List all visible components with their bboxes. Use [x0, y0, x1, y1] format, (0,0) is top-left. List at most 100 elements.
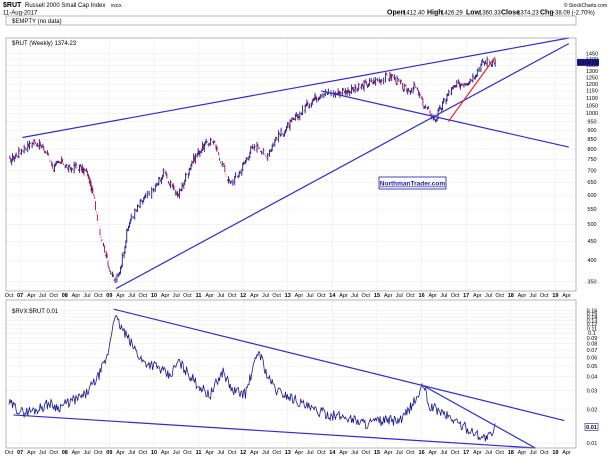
x-tick-label: Oct	[317, 450, 326, 456]
x-tick-label: Apr	[473, 293, 482, 299]
change-label: Chg	[540, 10, 554, 17]
y-tick-label: 0.05	[587, 364, 598, 370]
y-tick-label: 450	[587, 239, 596, 245]
open-value: 1412.40	[403, 11, 425, 17]
x-tick-label: Apr	[428, 293, 437, 299]
x-tick-label: Oct	[317, 293, 326, 299]
lower-last-value: 0.01	[586, 425, 597, 431]
x-tick-label: Oct	[406, 450, 415, 456]
red-trendline	[447, 56, 496, 122]
x-tick-label: Jul	[530, 450, 537, 456]
main-price-plot	[9, 37, 570, 290]
x-tick-label: Jul	[396, 450, 403, 456]
x-tick-label: Jul	[262, 450, 269, 456]
trendline	[115, 43, 570, 290]
x-tick-label: 07	[17, 450, 23, 456]
x-tick-label: Jul	[84, 293, 91, 299]
y-tick-label: 0.15	[587, 312, 598, 318]
y-tick-label: 1000	[586, 111, 598, 117]
x-tick-label: Jul	[128, 450, 135, 456]
x-tick-label: 16	[419, 293, 425, 299]
x-tick-label: Oct	[94, 450, 103, 456]
x-tick-label: Oct	[139, 293, 148, 299]
source-credit: © StockCharts.com	[564, 2, 607, 9]
low-label: Low	[466, 10, 481, 17]
x-tick-label: Apr	[473, 450, 482, 456]
main-y-axis: 1450140013501300125012001150110010501000…	[586, 52, 598, 286]
x-axis-bottom: Oct 07 Apr Jul Oct 08 Apr Jul Oct 09 Apr Jul Oct 10 Ap…	[5, 450, 571, 456]
low-value: 1360.33	[479, 11, 501, 17]
x-tick-label: Apr	[562, 293, 571, 299]
x-tick-label: 18	[508, 293, 514, 299]
x-tick-label: Jul	[173, 450, 180, 456]
y-tick-label: 0.07	[587, 348, 598, 354]
y-tick-label: 950	[587, 119, 596, 125]
x-tick-label: Oct	[451, 293, 460, 299]
x-tick-label: Jul	[440, 450, 447, 456]
x-tick-label: Oct	[406, 293, 415, 299]
x-tick-label: 09	[106, 293, 112, 299]
x-tick-label: Apr	[339, 450, 348, 456]
x-tick-label: Jul	[39, 293, 46, 299]
x-tick-label: Oct	[49, 293, 58, 299]
x-tick-label: Apr	[339, 293, 348, 299]
lower-panel-frame	[5, 299, 577, 449]
x-tick-label: 17	[463, 293, 469, 299]
x-tick-label: Apr	[384, 450, 393, 456]
y-tick-label: 0.06	[587, 355, 598, 361]
x-tick-label: Oct	[540, 293, 549, 299]
y-tick-label: 800	[587, 147, 596, 153]
x-tick-label: 09	[106, 450, 112, 456]
x-tick-label: 12	[240, 450, 246, 456]
y-tick-label: 500	[587, 222, 596, 228]
x-tick-label: Apr	[428, 450, 437, 456]
x-tick-label: Apr	[27, 293, 36, 299]
high-value: 1426.29	[441, 11, 463, 17]
x-tick-label: 17	[463, 450, 469, 456]
x-tick-label: Jul	[39, 450, 46, 456]
y-tick-label: 0.11	[587, 326, 597, 332]
x-tick-label: 16	[419, 450, 425, 456]
x-tick-label: Apr	[295, 293, 304, 299]
lower-panel-legend: $RVX:$RUT 0.01	[12, 309, 59, 315]
x-tick-label: Apr	[518, 450, 527, 456]
x-tick-label: Apr	[116, 293, 125, 299]
y-tick-label: 650	[587, 180, 596, 186]
x-tick-label: Oct	[5, 293, 14, 299]
x-tick-label: 15	[374, 450, 380, 456]
x-tick-label: 12	[240, 293, 246, 299]
close-label: Close	[501, 10, 520, 17]
x-tick-label: Jul	[440, 293, 447, 299]
change-value: -38.09 (-2.70%)	[553, 11, 595, 17]
x-tick-label: Jul	[307, 450, 314, 456]
x-tick-label: Oct	[94, 293, 103, 299]
y-tick-label: 0.1	[588, 331, 596, 337]
watermark: NorthmanTrader.com	[378, 176, 447, 190]
y-tick-label: 350	[587, 279, 596, 285]
x-tick-label: Oct	[362, 293, 371, 299]
lower-panel-grid	[6, 300, 576, 448]
empty-panel-legend: $EMPTY (no data)	[12, 19, 62, 25]
close-value: 1374.23	[517, 11, 539, 17]
y-tick-label: 1250	[586, 75, 598, 81]
x-tick-label: Oct	[228, 293, 237, 299]
x-tick-label: Apr	[250, 293, 259, 299]
y-tick-label: 1300	[586, 69, 598, 75]
y-tick-label: 0.12	[587, 322, 598, 328]
main-panel-legend: $RUT (Weekly) 1374.23	[12, 41, 77, 47]
x-tick-label: Jul	[530, 293, 537, 299]
trendline	[22, 37, 569, 139]
y-tick-label: 0.14	[587, 315, 598, 321]
y-tick-label: 1450	[586, 52, 598, 58]
x-tick-label: 07	[17, 293, 23, 299]
x-tick-label: Oct	[49, 450, 58, 456]
y-tick-label: 0.16	[587, 308, 598, 314]
index-name: Russell 2000 Small Cap Index	[25, 3, 105, 9]
x-tick-label: Oct	[495, 450, 504, 456]
x-tick-label: 14	[329, 450, 336, 456]
x-tick-label: Jul	[396, 293, 403, 299]
x-tick-label: Jul	[217, 293, 224, 299]
y-tick-label: 850	[587, 137, 596, 143]
x-tick-label: Apr	[518, 293, 527, 299]
